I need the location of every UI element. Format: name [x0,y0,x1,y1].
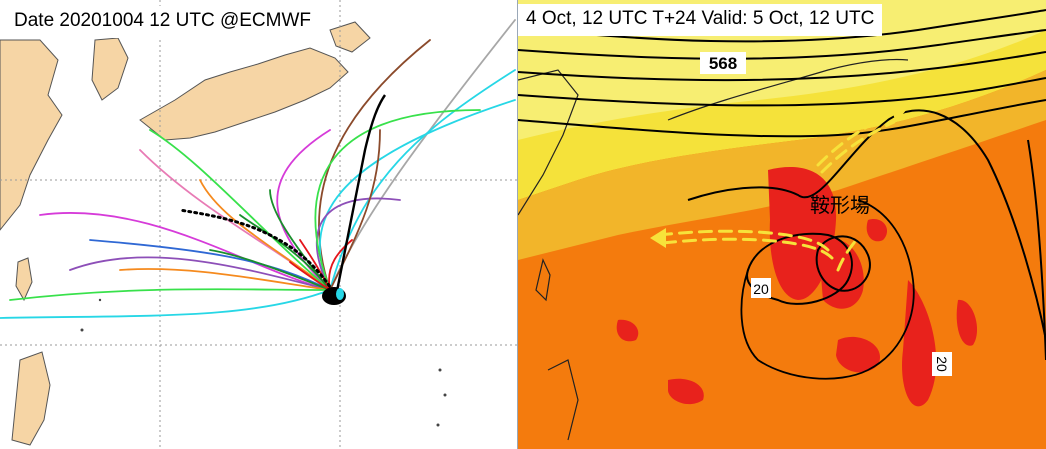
synoptic-analysis-map: 568 20 20 鞍形場 4 Oct, 12 UTC T+24 Valid: … [518,0,1046,449]
height-contours [518,9,1046,138]
left-caption: Date 20201004 12 UTC @ECMWF [6,6,320,38]
svg-text:568: 568 [709,54,737,73]
svg-text:20: 20 [934,356,950,372]
korea-land [91,37,129,101]
storm-centre-cluster [322,287,346,305]
lat-lon-grid [0,0,517,449]
ensemble-mean-track [178,94,386,298]
closed-low-contour [815,235,871,292]
luzon-land [11,351,51,446]
ensemble-tracks [0,19,516,319]
label-20-b: 20 [932,352,952,376]
hokkaido-land [329,21,371,53]
isotherm-contour [740,199,915,380]
ensemble-track-map: Date 20201004 12 UTC @ECMWF [0,0,517,449]
right-contour [1027,139,1046,361]
taiwan-land [15,257,33,302]
island-dots [80,298,447,427]
svg-text:20: 20 [753,281,769,297]
outer-contour [687,109,1046,341]
amber-zone [518,70,1046,260]
panel-divider [517,0,518,449]
right-caption: 4 Oct, 12 UTC T+24 Valid: 5 Oct, 12 UTC [518,4,883,36]
synoptic-map-canvas: 568 20 20 鞍形場 [518,0,1046,449]
label-568: 568 [700,52,746,74]
label-20-a: 20 [751,278,771,298]
china-coast-land [0,39,63,231]
japan-land [139,47,349,141]
steering-arrows [656,113,896,272]
saddle-annotation: 鞍形場 [810,193,870,217]
arrow-heads [650,106,908,248]
track-map-canvas [0,0,517,449]
